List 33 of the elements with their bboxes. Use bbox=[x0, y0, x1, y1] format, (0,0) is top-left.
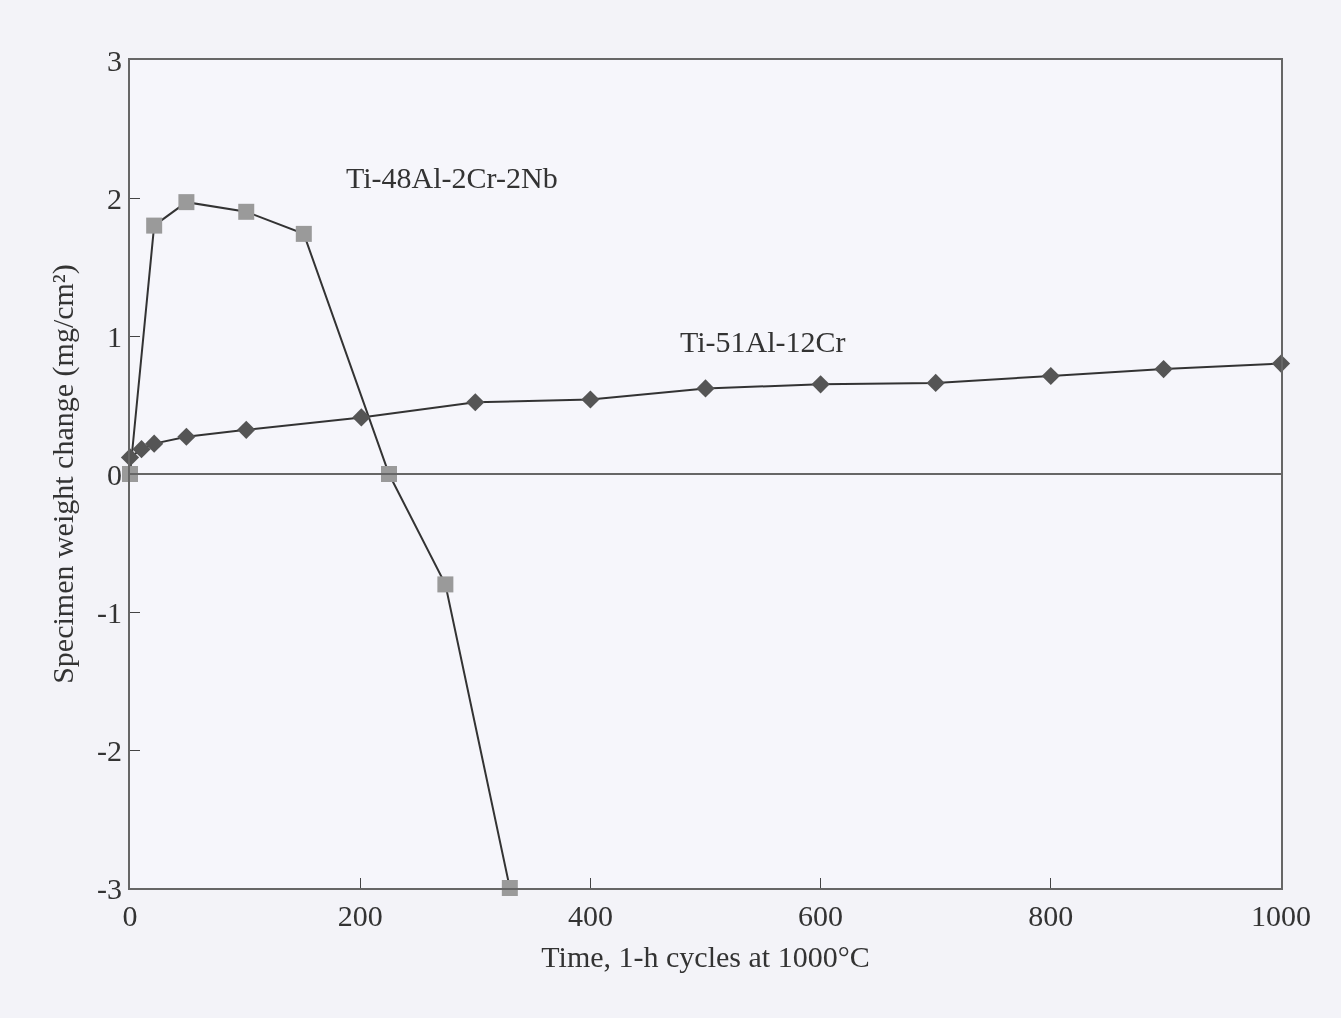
point bbox=[696, 379, 715, 398]
point bbox=[811, 375, 830, 394]
point bbox=[132, 440, 151, 459]
x-tick-label: 800 bbox=[1028, 899, 1074, 932]
point bbox=[581, 390, 600, 409]
y-tick-label: 1 bbox=[107, 319, 122, 353]
point bbox=[352, 408, 371, 427]
x-tick-label: 600 bbox=[798, 899, 844, 932]
point bbox=[926, 373, 945, 393]
y-tick-label: -3 bbox=[97, 871, 122, 905]
point bbox=[1041, 366, 1060, 386]
y-tick-label: -2 bbox=[97, 733, 122, 767]
y-tick-label: -1 bbox=[97, 595, 122, 629]
point bbox=[437, 576, 454, 593]
x-tick-label: 1000 bbox=[1251, 899, 1311, 932]
point bbox=[295, 225, 312, 242]
series-label: Ti-51Al-12Cr bbox=[680, 325, 846, 358]
point bbox=[177, 427, 196, 446]
point bbox=[466, 393, 485, 412]
y-tick-label: 2 bbox=[107, 181, 122, 215]
point bbox=[237, 420, 256, 439]
y-tick-label: 0 bbox=[107, 457, 122, 491]
y-axis-title: Specimen weight change (mg/cm²) bbox=[45, 264, 80, 684]
point bbox=[178, 194, 195, 211]
series-label: Ti-48Al-2Cr-2Nb bbox=[346, 161, 558, 194]
x-tick-label: 400 bbox=[567, 899, 613, 932]
y-tick-label: 3 bbox=[107, 43, 122, 77]
x-axis-title: Time, 1-h cycles at 1000°C bbox=[541, 940, 870, 973]
point bbox=[146, 217, 163, 234]
x-tick-label: 200 bbox=[337, 899, 383, 932]
point bbox=[1154, 360, 1173, 379]
point bbox=[145, 434, 164, 453]
point bbox=[238, 203, 255, 220]
